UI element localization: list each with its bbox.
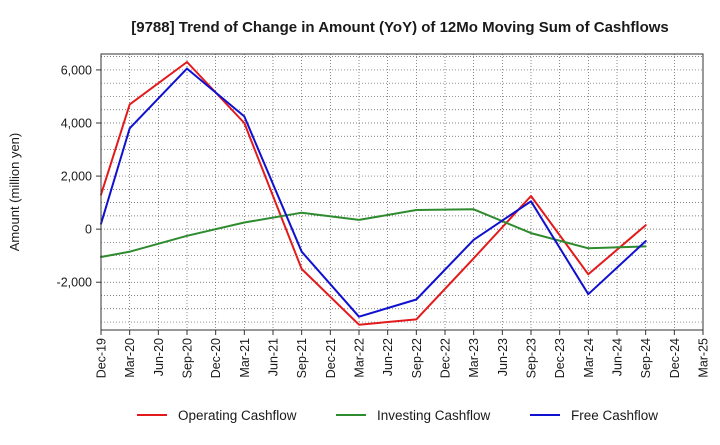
investing-cashflow-line	[100, 208, 647, 258]
operating-cashflow-legend-label: Operating Cashflow	[178, 408, 297, 423]
x-tick-label: Dec-19	[95, 338, 109, 378]
x-tick-label: Dec-22	[439, 338, 453, 378]
investing-cashflow-legend-label: Investing Cashflow	[377, 408, 491, 423]
x-axis-ticks: Dec-19 Mar-20 Jun-20 Sep-20 Dec-20 Mar-21 Jun-…	[95, 330, 711, 378]
x-tick-label: Dec-23	[553, 338, 567, 378]
chart-title: [9788] Trend of Change in Amount (YoY) o…	[131, 19, 669, 36]
x-tick-label: Sep-23	[525, 338, 539, 378]
grid	[101, 54, 703, 330]
series-lines	[100, 61, 647, 326]
free-cashflow-line	[100, 67, 647, 318]
x-tick-label: Mar-21	[238, 338, 252, 378]
x-tick-label: Jun-22	[381, 338, 395, 376]
x-tick-label: Jun-24	[611, 338, 625, 376]
y-axis-ticks: -2,000 0 2,000 4,000 6,000	[57, 63, 101, 290]
x-tick-label: Mar-24	[582, 338, 596, 378]
x-tick-label: Jun-21	[267, 338, 281, 376]
x-tick-label: Dec-20	[209, 338, 223, 378]
x-tick-label: Mar-25	[697, 338, 711, 378]
y-tick-label: 2,000	[61, 170, 92, 184]
x-tick-label: Jun-23	[496, 338, 510, 376]
x-tick-label: Dec-21	[324, 338, 338, 378]
legend: Operating Cashflow Investing Cashflow Free…	[137, 408, 658, 423]
y-tick-label: -2,000	[57, 276, 92, 290]
plot-frame	[100, 53, 704, 331]
x-tick-label: Sep-21	[295, 338, 309, 378]
x-tick-label: Mar-20	[123, 338, 137, 378]
free-cashflow-legend-label: Free Cashflow	[571, 408, 658, 423]
x-tick-label: Sep-20	[181, 338, 195, 378]
x-tick-label: Sep-22	[410, 338, 424, 378]
y-tick-label: 0	[85, 223, 92, 237]
x-tick-label: Mar-22	[353, 338, 367, 378]
x-tick-label: Jun-20	[152, 338, 166, 376]
x-tick-label: Dec-24	[668, 338, 682, 378]
x-tick-label: Mar-23	[467, 338, 481, 378]
x-tick-label: Sep-24	[639, 338, 653, 378]
y-tick-label: 6,000	[61, 63, 92, 77]
y-axis-label: Amount (million yen)	[7, 133, 22, 252]
operating-cashflow-line	[100, 61, 647, 326]
y-tick-label: 4,000	[61, 117, 92, 131]
